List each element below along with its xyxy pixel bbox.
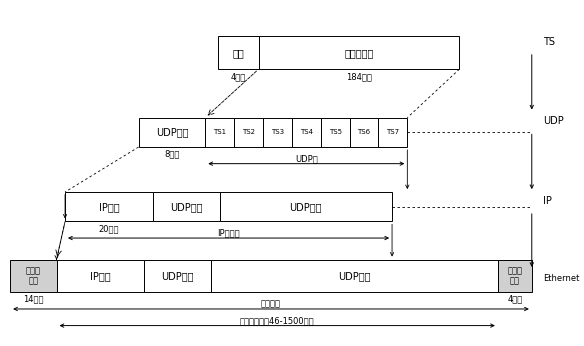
Text: UDP段: UDP段 — [295, 154, 318, 163]
Bar — [144, 260, 211, 292]
Bar — [234, 118, 263, 147]
Text: 4字节: 4字节 — [507, 295, 523, 304]
Bar — [220, 192, 392, 221]
Text: TS5: TS5 — [329, 129, 342, 135]
Text: TS2: TS2 — [242, 129, 255, 135]
Bar — [292, 118, 321, 147]
Text: TS1: TS1 — [213, 129, 227, 135]
Text: UDP数据: UDP数据 — [290, 202, 322, 212]
Text: IP首部: IP首部 — [99, 202, 119, 212]
Text: UDP: UDP — [543, 116, 564, 126]
Bar — [498, 260, 532, 292]
Text: 以太网
尾部: 以太网 尾部 — [507, 266, 522, 286]
Text: 20字节: 20字节 — [99, 224, 119, 233]
Text: 14字节: 14字节 — [23, 295, 44, 304]
Text: TS3: TS3 — [271, 129, 284, 135]
Bar — [57, 260, 144, 292]
Text: UDP首部: UDP首部 — [161, 271, 194, 281]
Text: IP: IP — [543, 196, 552, 206]
Text: IP数据报: IP数据报 — [217, 229, 240, 238]
Text: 8字节: 8字节 — [164, 149, 180, 158]
Bar — [350, 118, 378, 147]
Bar — [65, 192, 153, 221]
Bar — [211, 260, 498, 292]
Text: 头部: 头部 — [232, 48, 244, 58]
Text: TS4: TS4 — [300, 129, 313, 135]
Text: 以太网数据帧46-1500字节: 以太网数据帧46-1500字节 — [240, 316, 315, 325]
Bar — [153, 192, 220, 221]
Text: 以太网帧: 以太网帧 — [261, 300, 281, 309]
Bar — [138, 118, 206, 147]
Text: TS7: TS7 — [387, 129, 399, 135]
Text: UDP首部: UDP首部 — [170, 202, 203, 212]
Text: TS: TS — [543, 37, 555, 46]
Bar — [259, 36, 460, 69]
Bar — [378, 118, 407, 147]
Bar — [206, 118, 234, 147]
Text: 4字节: 4字节 — [231, 72, 246, 81]
Text: UDP首部: UDP首部 — [156, 127, 188, 137]
Text: 184字节: 184字节 — [346, 72, 372, 81]
Bar — [10, 260, 57, 292]
Bar — [218, 36, 259, 69]
Bar — [263, 118, 292, 147]
Text: 以太网
首部: 以太网 首部 — [26, 266, 41, 286]
Text: IP首部: IP首部 — [90, 271, 111, 281]
Bar — [321, 118, 350, 147]
Text: 音视频数据: 音视频数据 — [344, 48, 374, 58]
Text: TS6: TS6 — [357, 129, 371, 135]
Text: Ethernet: Ethernet — [543, 274, 579, 283]
Text: UDP数据: UDP数据 — [338, 271, 371, 281]
